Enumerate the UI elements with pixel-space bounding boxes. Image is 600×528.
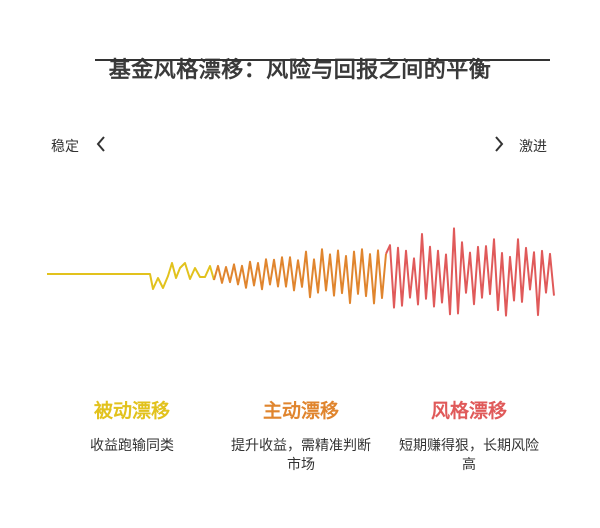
category-active: 主动漂移 提升收益，需精准判断市场	[226, 396, 376, 475]
wave-active-segment	[213, 248, 387, 305]
page-title: 基金风格漂移：风险与回报之间的平衡	[108, 58, 492, 83]
stable-label: 稳定	[51, 139, 79, 155]
chevron-left-icon	[94, 134, 108, 158]
category-desc: 提升收益，需精准判断市场	[231, 438, 371, 473]
chevron-right-icon	[492, 134, 506, 158]
category-desc: 收益跑输同类	[90, 438, 174, 454]
aggressive-label: 激进	[519, 139, 547, 155]
title-strike-line	[95, 59, 550, 61]
wave-style-segment	[385, 227, 555, 317]
category-desc: 短期赚得狠，长期风险高	[399, 438, 539, 473]
wave-passive-segment	[47, 262, 215, 290]
category-passive: 被动漂移 收益跑输同类	[57, 396, 207, 456]
category-name: 风格漂移	[430, 400, 507, 422]
category-name: 主动漂移	[262, 400, 339, 422]
category-name: 被动漂移	[93, 400, 170, 422]
category-style: 风格漂移 短期赚得狠，长期风险高	[394, 396, 544, 475]
